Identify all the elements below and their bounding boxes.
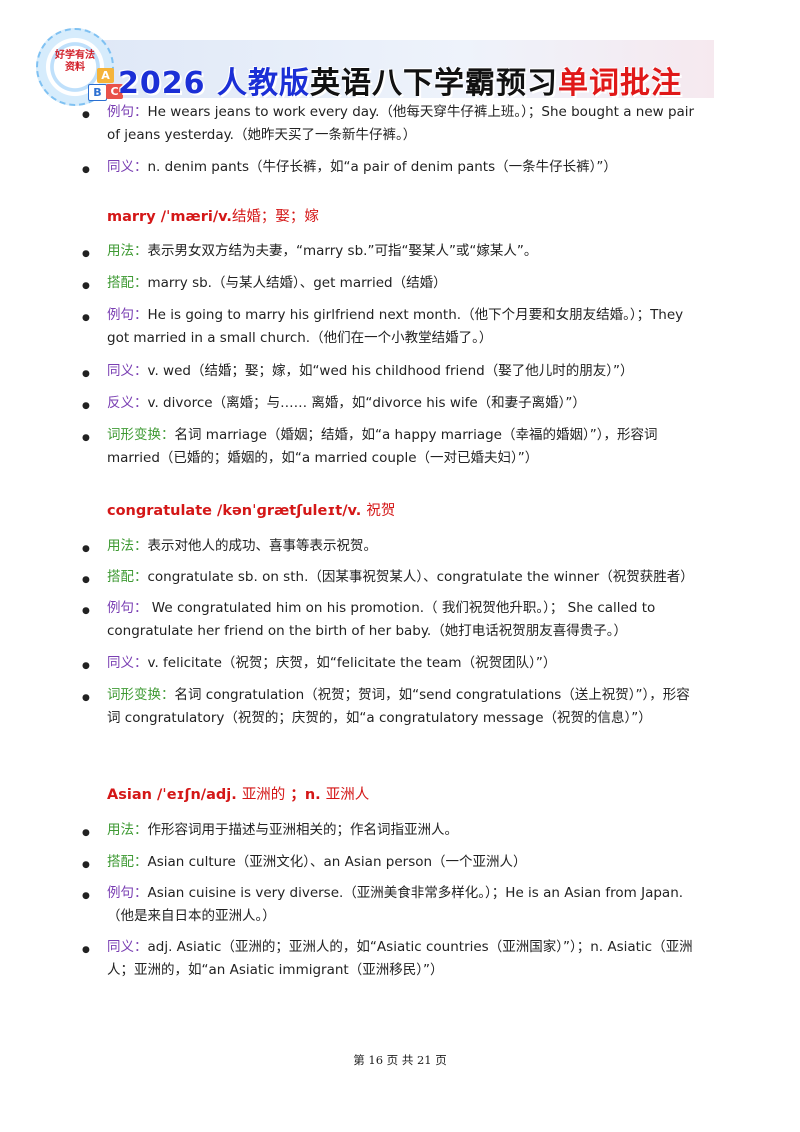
- item-text: 名词 congratulation（祝贺；贺词，如“send congratul…: [107, 687, 690, 726]
- bullet: ●: [82, 575, 90, 585]
- block-c: C: [106, 84, 123, 99]
- item-text: He is going to marry his girlfriend next…: [107, 307, 684, 346]
- title-part-subject: 英语八下学霸预习: [309, 66, 558, 101]
- list-item: 例句：Asian cuisine is very diverse.（亚洲美食非常…: [107, 882, 697, 928]
- item-text: marry sb.（与某人结婚）、get married（结婚）: [147, 275, 447, 291]
- item-label: 例句：: [107, 600, 148, 616]
- bullet: ●: [82, 165, 90, 175]
- entry-word: congratulate /kənˈɡrætʃuleɪt/v.: [107, 503, 362, 519]
- bullet: ●: [82, 693, 90, 703]
- item-text: n. denim pants（牛仔长裤，如“a pair of denim pa…: [147, 159, 617, 175]
- bullet: ●: [82, 249, 90, 259]
- entry-heading: marry /ˈmæri/v.结婚；娶；嫁: [107, 205, 319, 226]
- bullet: ●: [82, 110, 90, 120]
- item-text: He wears jeans to work every day.（他每天穿牛仔…: [107, 104, 695, 143]
- item-label: 同义：: [107, 939, 148, 955]
- list-item: 搭配：Asian culture（亚洲文化）、an Asian person（一…: [107, 851, 697, 874]
- list-item: 搭配：congratulate sb. on sth.（因某事祝贺某人）、con…: [107, 566, 697, 589]
- item-label: 词形变换：: [107, 687, 175, 703]
- entry-meaning-2: 亚洲人: [325, 787, 370, 803]
- list-item: 例句：He is going to marry his girlfriend n…: [107, 304, 697, 350]
- list-item: 例句： We congratulated him on his promotio…: [107, 597, 697, 643]
- item-label: 词形变换：: [107, 427, 175, 443]
- item-text: We congratulated him on his promotion.（ …: [107, 600, 656, 639]
- item-text: 作形容词用于描述与亚洲相关的；作名词指亚洲人。: [147, 822, 459, 838]
- list-item: 用法：作形容词用于描述与亚洲相关的；作名词指亚洲人。: [107, 819, 697, 842]
- list-item: 例句：He wears jeans to work every day.（他每天…: [107, 101, 697, 147]
- logo-text: 好学有法 资料: [46, 50, 104, 74]
- title-part-edition: 2026 人教版: [118, 66, 310, 101]
- item-label: 用法：: [107, 243, 148, 259]
- list-item: 用法：表示对他人的成功、喜事等表示祝贺。: [107, 535, 697, 558]
- list-item: 同义：v. felicitate（祝贺；庆贺，如“felicitate the …: [107, 652, 697, 675]
- item-text: 名词 marriage（婚姻；结婚，如“a happy marriage（幸福的…: [107, 427, 658, 466]
- item-label: 例句：: [107, 307, 148, 323]
- item-label: 同义：: [107, 159, 148, 175]
- item-text: v. felicitate（祝贺；庆贺，如“felicitate the tea…: [147, 655, 557, 671]
- entry-pos: ；n.: [285, 787, 321, 803]
- bullet: ●: [82, 945, 90, 955]
- bullet: ●: [82, 313, 90, 323]
- logo-text-line1: 好学有法: [55, 50, 95, 61]
- bullet: ●: [82, 661, 90, 671]
- item-text: adj. Asiatic（亚洲的；亚洲人的，如“Asiatic countrie…: [107, 939, 693, 978]
- item-text: 表示男女双方结为夫妻，“marry sb.”可指“娶某人”或“嫁某人”。: [147, 243, 538, 259]
- bullet: ●: [82, 369, 90, 379]
- bullet: ●: [82, 606, 90, 616]
- entry-meaning: 亚洲的: [241, 787, 286, 803]
- item-text: 表示对他人的成功、喜事等表示祝贺。: [147, 538, 378, 554]
- list-item: 搭配：marry sb.（与某人结婚）、get married（结婚）: [107, 272, 697, 295]
- title-part-topic: 单词批注: [557, 66, 682, 101]
- item-label: 例句：: [107, 885, 148, 901]
- block-b: B: [88, 84, 107, 101]
- item-label: 搭配：: [107, 569, 148, 585]
- list-item: 同义：v. wed（结婚；娶；嫁，如“wed his childhood fri…: [107, 360, 697, 383]
- list-item: 同义：n. denim pants（牛仔长裤，如“a pair of denim…: [107, 156, 697, 179]
- block-a: A: [97, 68, 114, 83]
- bullet: ●: [82, 860, 90, 870]
- list-item: 用法：表示男女双方结为夫妻，“marry sb.”可指“娶某人”或“嫁某人”。: [107, 240, 697, 263]
- logo-text-line2: 资料: [65, 62, 85, 73]
- item-text: Asian culture（亚洲文化）、an Asian person（一个亚洲…: [147, 854, 527, 870]
- entry-word: Asian /ˈeɪʃn/adj.: [107, 787, 237, 803]
- list-item: 词形变换：名词 congratulation（祝贺；贺词，如“send cong…: [107, 684, 697, 730]
- item-label: 搭配：: [107, 275, 148, 291]
- entry-heading: Asian /ˈeɪʃn/adj. 亚洲的 ；n. 亚洲人: [107, 783, 369, 804]
- entry-heading: congratulate /kənˈɡrætʃuleɪt/v. 祝贺: [107, 499, 395, 520]
- header-banner: [92, 40, 714, 98]
- item-label: 同义：: [107, 655, 148, 671]
- bullet: ●: [82, 433, 90, 443]
- bullet: ●: [82, 281, 90, 291]
- entry-word: marry /ˈmæri/v.: [107, 209, 232, 225]
- bullet: ●: [82, 401, 90, 411]
- list-item: 同义：adj. Asiatic（亚洲的；亚洲人的，如“Asiatic count…: [107, 936, 697, 982]
- item-text: congratulate sb. on sth.（因某事祝贺某人）、congra…: [147, 569, 694, 585]
- logo: 好学有法 资料 A B C: [28, 24, 128, 106]
- item-label: 用法：: [107, 538, 148, 554]
- page-title: 2026 人教版英语八下学霸预习单词批注: [118, 58, 718, 102]
- item-text: Asian cuisine is very diverse.（亚洲美食非常多样化…: [107, 885, 684, 924]
- bullet: ●: [82, 828, 90, 838]
- item-label: 搭配：: [107, 854, 148, 870]
- item-label: 同义：: [107, 363, 148, 379]
- page-number: 第 16 页 共 21 页: [353, 1053, 447, 1067]
- item-label: 用法：: [107, 822, 148, 838]
- list-item: 反义：v. divorce（离婚；与…… 离婚，如“divorce his wi…: [107, 392, 697, 415]
- item-label: 反义：: [107, 395, 148, 411]
- bullet: ●: [82, 544, 90, 554]
- item-label: 例句：: [107, 104, 148, 120]
- entry-meaning: 祝贺: [366, 503, 396, 519]
- bullet: ●: [82, 891, 90, 901]
- alphabet-blocks-icon: A B C: [84, 68, 128, 108]
- entry-meaning: 结婚；娶；嫁: [231, 209, 319, 225]
- item-text: v. divorce（离婚；与…… 离婚，如“divorce his wife（…: [147, 395, 586, 411]
- list-item: 词形变换：名词 marriage（婚姻；结婚，如“a happy marriag…: [107, 424, 697, 470]
- item-text: v. wed（结婚；娶；嫁，如“wed his childhood friend…: [147, 363, 634, 379]
